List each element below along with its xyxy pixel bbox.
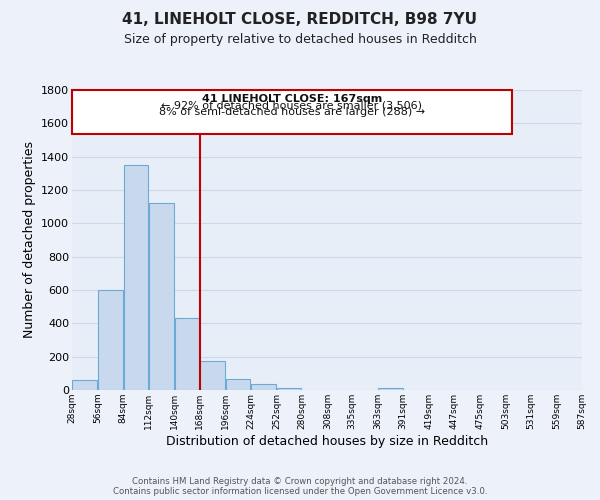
Bar [251,384,276,390]
Bar [98,290,122,390]
Bar [175,318,199,390]
Text: Contains public sector information licensed under the Open Government Licence v3: Contains public sector information licen… [113,487,487,496]
Text: ← 92% of detached houses are smaller (3,506): ← 92% of detached houses are smaller (3,… [161,100,422,110]
Text: 41 LINEHOLT CLOSE: 167sqm: 41 LINEHOLT CLOSE: 167sqm [202,94,382,104]
Text: 41, LINEHOLT CLOSE, REDDITCH, B98 7YU: 41, LINEHOLT CLOSE, REDDITCH, B98 7YU [122,12,478,28]
X-axis label: Distribution of detached houses by size in Redditch: Distribution of detached houses by size … [166,434,488,448]
Bar [378,388,403,390]
Bar [149,204,174,390]
Y-axis label: Number of detached properties: Number of detached properties [23,142,35,338]
Bar [200,361,225,390]
Bar [277,388,301,390]
Text: Size of property relative to detached houses in Redditch: Size of property relative to detached ho… [124,32,476,46]
Text: Contains HM Land Registry data © Crown copyright and database right 2024.: Contains HM Land Registry data © Crown c… [132,477,468,486]
Bar [124,165,148,390]
FancyBboxPatch shape [72,90,512,134]
Bar [73,380,97,390]
Text: 8% of semi-detached houses are larger (288) →: 8% of semi-detached houses are larger (2… [159,106,425,117]
Bar [226,379,250,390]
